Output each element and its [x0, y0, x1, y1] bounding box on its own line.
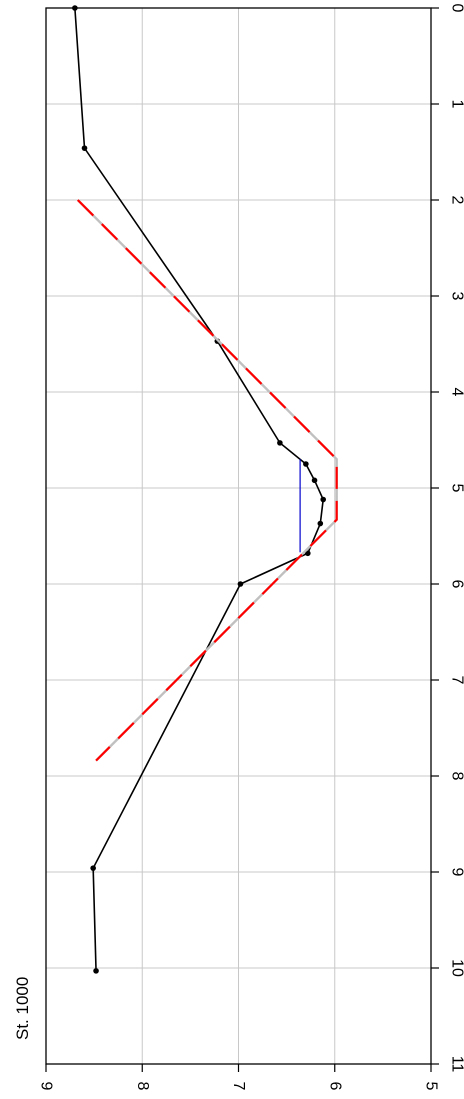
profile-point [81, 145, 88, 151]
profile-line [74, 7, 325, 971]
profile-point [93, 968, 99, 974]
tick-label-x: 5 [449, 484, 464, 493]
profile-point [317, 520, 324, 527]
profile-point [320, 496, 327, 503]
trapezoid-gray-underlay [76, 199, 338, 762]
tick-label-x: 1 [449, 100, 464, 109]
trapezoid-red-dashed [76, 199, 338, 762]
profile-point [305, 550, 311, 557]
profile-point [90, 865, 96, 871]
tick-label-y: 5 [423, 1082, 440, 1091]
profile-point [303, 461, 309, 467]
tick-label-x: 6 [449, 580, 464, 589]
series-layer [72, 5, 338, 974]
axes: 0 1 2 3 4 5 6 7 8 9 10 11 9 8 7 6 5 [38, 4, 464, 1091]
tick-label-x: 10 [449, 959, 464, 977]
tick-label-y: 7 [230, 1082, 247, 1091]
tick-label-y: 8 [134, 1082, 151, 1091]
tick-label-x: 2 [449, 196, 464, 205]
tick-label-x: 8 [449, 772, 464, 781]
profile-point [237, 581, 244, 587]
tick-label-x: 11 [449, 1056, 464, 1073]
tick-label-y: 6 [326, 1082, 343, 1091]
tick-label-x: 0 [449, 4, 464, 13]
tick-label-y: 9 [38, 1082, 55, 1091]
tick-label-x: 9 [449, 868, 464, 877]
profile-point [311, 477, 318, 484]
tick-label-x: 4 [449, 388, 464, 397]
grid [45, 7, 432, 1065]
profile-point [277, 440, 283, 446]
tick-label-x: 3 [449, 292, 464, 301]
station-label: St. 1000 [13, 977, 32, 1040]
tick-label-x: 7 [449, 676, 464, 685]
